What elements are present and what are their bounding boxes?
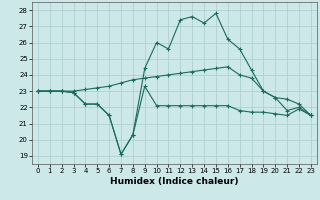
X-axis label: Humidex (Indice chaleur): Humidex (Indice chaleur) xyxy=(110,177,239,186)
